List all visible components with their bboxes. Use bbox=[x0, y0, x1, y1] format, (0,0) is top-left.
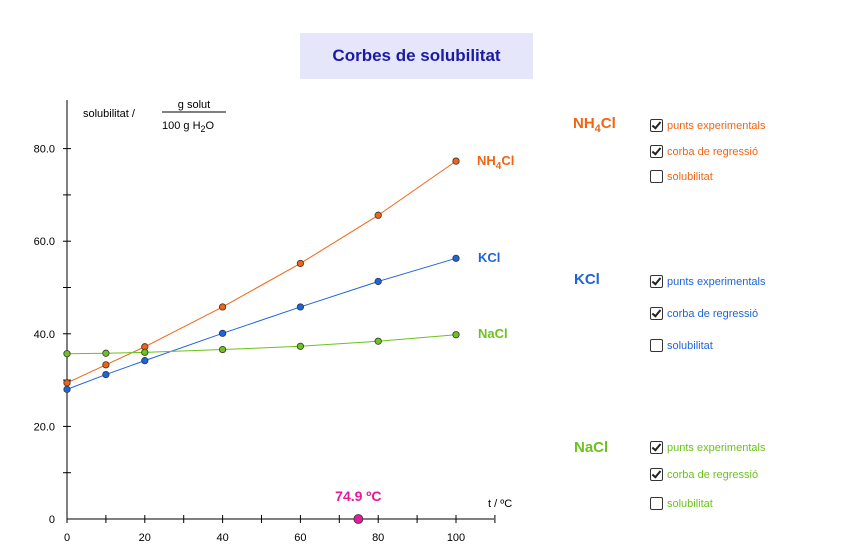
data-point-nacl bbox=[141, 348, 149, 356]
series-line-kcl bbox=[66, 257, 457, 390]
series-label-nacl: NaCl bbox=[478, 326, 508, 341]
checkbox-nacl-regression[interactable]: corba de regressió bbox=[650, 468, 758, 481]
y-tick-label: 80.0 bbox=[34, 144, 55, 156]
data-point-nacl bbox=[452, 331, 460, 339]
data-point-nacl bbox=[374, 337, 382, 345]
data-point-nh4cl bbox=[102, 361, 110, 369]
x-tick-label: 0 bbox=[64, 532, 70, 544]
data-point-nh4cl bbox=[219, 303, 227, 311]
checkbox-nh4cl-solubility[interactable]: solubilitat bbox=[650, 170, 713, 183]
data-point-nh4cl bbox=[296, 259, 304, 268]
checkbox-label: solubilitat bbox=[667, 339, 713, 352]
checkbox-label: solubilitat bbox=[667, 497, 713, 510]
checkbox-nh4cl-regression[interactable]: corba de regressió bbox=[650, 145, 758, 158]
checkbox-nacl-solubility[interactable]: solubilitat bbox=[650, 497, 713, 510]
data-point-nh4cl bbox=[63, 379, 71, 387]
series-line-nh4cl bbox=[66, 160, 457, 384]
checkbox-box[interactable] bbox=[650, 339, 663, 352]
checkbox-nh4cl-points[interactable]: punts experimentals bbox=[650, 119, 765, 132]
data-point-nacl bbox=[102, 349, 110, 357]
checkbox-label: punts experimentals bbox=[667, 119, 766, 132]
slider-value-label: 74.9 ºC bbox=[335, 488, 381, 504]
checkbox-box[interactable] bbox=[650, 307, 663, 320]
checkbox-kcl-regression[interactable]: corba de regressió bbox=[650, 307, 758, 320]
checkbox-label: punts experimentals bbox=[667, 275, 766, 288]
page-title: Corbes de solubilitat bbox=[300, 33, 533, 79]
panel-title-nh4cl: NH4Cl bbox=[573, 115, 616, 135]
data-point-kcl bbox=[452, 254, 460, 262]
x-tick-label: 100 bbox=[447, 532, 465, 544]
y-axis-label-denominator: 100 g H2O bbox=[162, 120, 215, 134]
checkbox-box[interactable] bbox=[650, 497, 663, 510]
panel-title-kcl: KCl bbox=[574, 271, 600, 288]
x-axis-label: t / ºC bbox=[488, 498, 512, 510]
data-point-nacl bbox=[63, 350, 71, 358]
series-label-nh4cl: NH4Cl bbox=[477, 153, 514, 172]
checkbox-box[interactable] bbox=[650, 145, 663, 158]
series-line-nacl bbox=[66, 334, 457, 355]
data-point-kcl bbox=[374, 277, 382, 286]
data-point-nh4cl bbox=[452, 157, 460, 165]
data-point-kcl bbox=[63, 385, 71, 393]
checkbox-box[interactable] bbox=[650, 119, 663, 132]
data-point-kcl bbox=[102, 370, 110, 379]
checkbox-box[interactable] bbox=[650, 441, 663, 454]
temperature-slider-handle[interactable] bbox=[353, 514, 364, 524]
checkbox-label: corba de regressió bbox=[667, 145, 759, 158]
y-tick-label: 40.0 bbox=[34, 329, 55, 341]
checkbox-label: solubilitat bbox=[667, 170, 713, 183]
data-point-nacl bbox=[296, 342, 304, 350]
data-point-kcl bbox=[296, 303, 304, 311]
x-tick-label: 80 bbox=[372, 532, 384, 544]
checkbox-label: punts experimentals bbox=[667, 441, 766, 454]
x-tick-label: 60 bbox=[294, 532, 306, 544]
data-point-kcl bbox=[141, 357, 149, 365]
checkbox-box[interactable] bbox=[650, 275, 663, 288]
y-axis-label-numerator: g solut bbox=[178, 99, 210, 111]
checkbox-kcl-solubility[interactable]: solubilitat bbox=[650, 339, 713, 352]
checkbox-kcl-points[interactable]: punts experimentals bbox=[650, 275, 765, 288]
checkbox-nacl-points[interactable]: punts experimentals bbox=[650, 441, 765, 454]
x-tick-label: 40 bbox=[216, 532, 228, 544]
y-tick-label: 0 bbox=[49, 514, 55, 526]
checkbox-label: corba de regressió bbox=[667, 468, 759, 481]
data-point-nacl bbox=[219, 345, 227, 354]
y-tick-label: 60.0 bbox=[34, 236, 55, 248]
y-axis-label-prefix: solubilitat / bbox=[83, 108, 136, 120]
data-point-nh4cl bbox=[374, 211, 382, 219]
series-label-kcl: KCl bbox=[478, 250, 500, 265]
x-tick-label: 20 bbox=[139, 532, 151, 544]
data-point-kcl bbox=[219, 329, 227, 337]
checkbox-box[interactable] bbox=[650, 468, 663, 481]
checkbox-box[interactable] bbox=[650, 170, 663, 183]
y-tick-label: 20.0 bbox=[34, 421, 55, 433]
checkbox-label: corba de regressió bbox=[667, 307, 759, 320]
panel-title-nacl: NaCl bbox=[574, 439, 609, 456]
